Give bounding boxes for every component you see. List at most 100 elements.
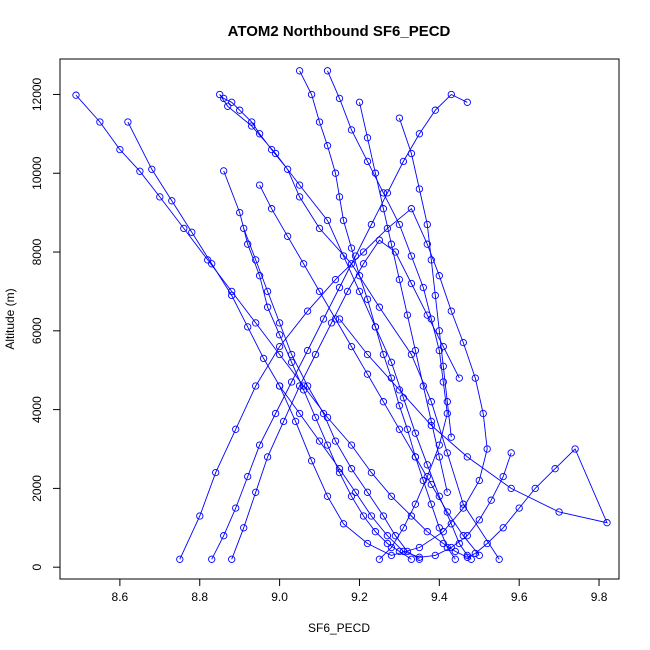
data-point [439,378,447,386]
data-point [435,346,443,355]
data-point [435,492,443,500]
data-point [252,382,260,390]
data-point [252,488,260,496]
y-tick-label: 12000 [30,77,44,111]
series-line [179,207,488,560]
data-point [240,524,248,532]
y-axis-label: Altitude (m) [3,288,17,349]
data-point [323,413,332,422]
data-point [439,528,447,536]
y-tick-label: 4000 [30,396,44,423]
data-point [287,378,296,386]
data-point [236,106,244,114]
data-point [299,260,308,268]
data-point [371,169,380,177]
data-point [443,409,451,418]
data-series [355,98,451,496]
data-point [156,193,164,201]
x-axis-label: SF6_PECD [308,621,370,635]
data-point [295,67,304,75]
series-line [75,94,608,558]
data-point [315,437,324,445]
data-point [339,520,348,528]
data-point [387,358,396,366]
data-point [255,441,264,449]
data-point [232,504,240,512]
data-point [371,528,380,536]
data-point [279,417,288,426]
x-tick-label: 9.6 [511,590,528,604]
data-point [435,524,443,532]
data-point [419,476,427,485]
data-point [335,193,344,201]
data-point [255,130,264,138]
data-point [435,441,443,449]
data-point [295,193,304,201]
data-point [339,252,348,260]
series-line [223,170,412,560]
data-point [307,457,316,465]
data-point [423,220,431,229]
data-point [371,323,380,331]
data-point [220,94,228,103]
data-point [248,122,256,130]
data-point [395,386,404,394]
data-point [447,543,455,552]
data-point [335,315,344,323]
data-point [383,189,392,197]
data-point [399,524,408,532]
data-point [427,480,435,489]
data-point [327,319,336,327]
data-point [391,532,400,540]
data-point [303,382,312,390]
data-point [255,181,264,189]
data-point [96,118,104,126]
data-point [411,429,420,437]
data-point [367,512,376,520]
data-point [248,118,256,126]
data-point [531,484,539,493]
data-point [415,543,424,552]
data-point [423,311,431,319]
data-point [475,476,483,485]
data-point [148,165,156,173]
y-tick-label: 10000 [30,156,44,190]
data-point [291,417,300,426]
data-point [347,342,356,351]
data-point [379,398,388,406]
data-point [387,543,396,552]
data-point [435,453,443,461]
data-point [363,350,372,359]
x-tick-label: 9.8 [591,590,608,604]
data-point [335,283,344,292]
data-point [483,539,491,548]
series-line [219,94,500,560]
data-point [295,382,304,390]
data-point [315,224,324,233]
data-point [244,240,252,248]
x-axis: 8.6 8.8 9.0 9.2 9.4 9.6 9.8 [112,579,608,604]
series-line [243,228,420,560]
data-point [275,331,284,339]
data-point [395,547,404,556]
data-point [407,252,416,260]
data-point [331,275,340,284]
data-point [487,496,495,504]
data-point [507,484,515,493]
data-point [439,362,447,370]
data-point [447,520,455,528]
data-point [443,508,451,516]
data-point [423,472,431,481]
data-point [407,205,416,213]
data-series [255,181,483,560]
data-point [447,433,455,441]
x-tick-label: 8.6 [112,590,129,604]
data-point [323,492,332,500]
data-point [463,453,471,461]
data-point [244,323,252,331]
data-point [311,413,320,422]
data-series [295,67,459,563]
data-point [451,547,459,556]
data-point [603,519,611,527]
data-point [168,197,176,205]
